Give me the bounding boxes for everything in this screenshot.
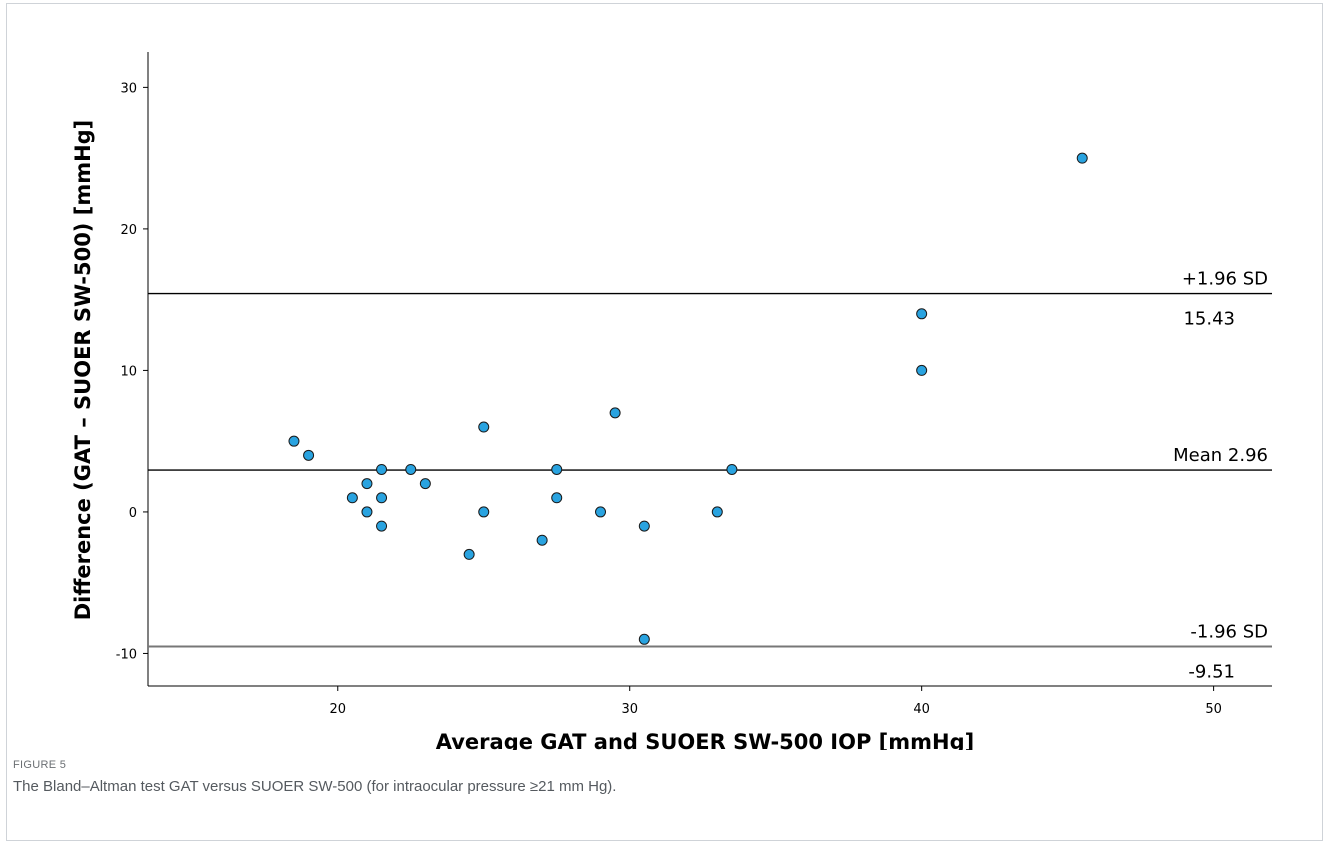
figure-caption: The Bland–Altman test GAT versus SUOER S… [13,778,617,795]
data-point [638,633,650,645]
data-point [609,407,621,419]
y-axis-title: Difference (GAT – SUOER SW-500) [mmHg] [71,120,95,621]
data-point [551,492,563,504]
data-point [361,506,373,518]
y-tick-label: 30 [120,81,137,96]
reference-line-name: Mean 2.96 [1173,445,1268,466]
y-tick-label: -10 [116,647,137,662]
data-point [361,478,373,490]
data-point [405,463,417,475]
reference-line-value: 15.43 [1183,309,1235,330]
y-tick-label: 20 [120,223,137,238]
plot-area: 20 30 40 50 -10 0 10 20 30 +1.96 SD 15.43 Mean 2.96… [116,52,1272,717]
data-point [595,506,607,518]
reference-line-value: -9.51 [1188,662,1235,683]
x-tick-label: 30 [621,702,638,717]
x-tick-label: 40 [913,702,930,717]
data-point [376,520,388,532]
data-point [711,506,723,518]
reference-line-name: +1.96 SD [1182,269,1268,290]
data-point [288,435,300,447]
data-point [303,449,315,461]
figure-frame [6,3,1323,841]
y-tick-label: 10 [120,364,137,379]
data-point [419,478,431,490]
data-point [916,364,928,376]
data-point [376,463,388,475]
data-point [726,463,738,475]
data-point [346,492,358,504]
x-axis-title: Average GAT and SUOER SW-500 IOP [mmHg] [436,730,975,750]
data-point [551,463,563,475]
reference-line-name: -1.96 SD [1190,622,1268,643]
x-tick-label: 50 [1205,702,1222,717]
bland-altman-chart: 20 30 40 50 -10 0 10 20 30 +1.96 SD 15.43 Mean 2.96… [71,52,1272,750]
data-point [376,492,388,504]
data-point [478,421,490,433]
figure-label: FIGURE 5 [13,759,67,771]
data-point [463,548,475,560]
data-point [536,534,548,546]
data-point [638,520,650,532]
x-tick-label: 20 [329,702,346,717]
data-point [1076,152,1088,164]
data-point [478,506,490,518]
y-tick-label: 0 [129,506,137,521]
data-point [916,308,928,320]
